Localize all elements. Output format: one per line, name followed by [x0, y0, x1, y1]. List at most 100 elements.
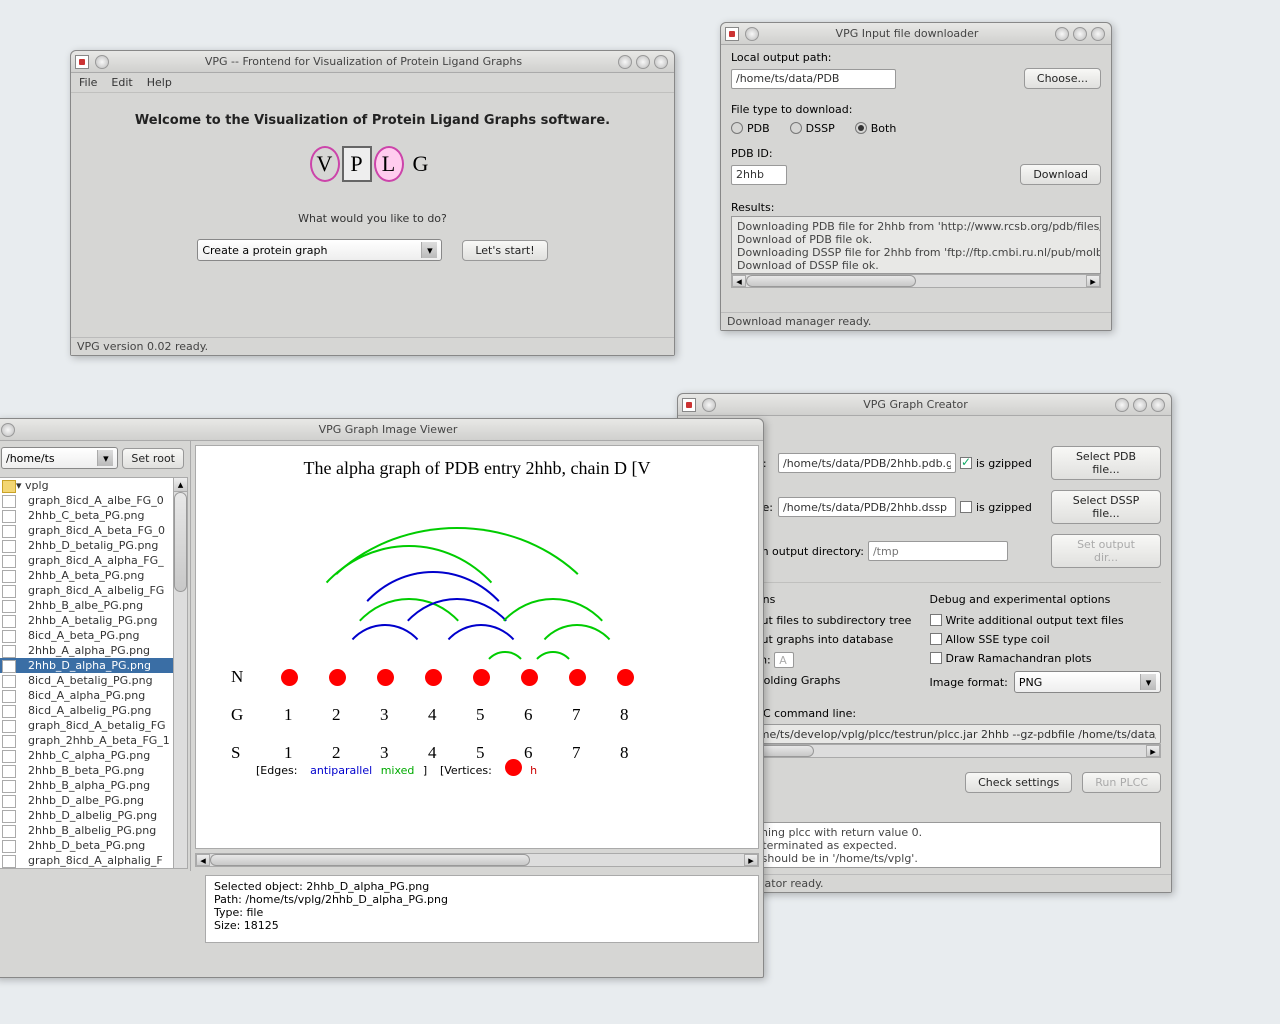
titlebar[interactable]: VPG Graph Image Viewer — [0, 419, 763, 441]
tree-item[interactable]: 2hhb_A_beta_PG.png — [0, 568, 187, 583]
select-dssp-button[interactable]: Select DSSP file... — [1051, 490, 1161, 524]
dssp-input[interactable] — [778, 497, 956, 517]
tree-item[interactable]: 2hhb_B_albelig_PG.png — [0, 823, 187, 838]
tree-item[interactable]: graph_8icd_A_beta_FG_0 — [0, 523, 187, 538]
set-outdir-button[interactable]: Set output dir... — [1051, 534, 1161, 568]
forcechain-input[interactable] — [774, 652, 794, 668]
info-type: Type: file — [214, 906, 750, 919]
canvas-hscroll[interactable]: ◂ ▸ — [195, 853, 759, 867]
results-hscroll[interactable]: ◂ ▸ — [731, 274, 1101, 288]
menu-edit[interactable]: Edit — [111, 76, 132, 89]
scroll-right-icon[interactable]: ▸ — [1086, 275, 1100, 287]
sys-icon[interactable] — [745, 27, 759, 41]
file-tree[interactable]: ▾ vplg graph_8icd_A_albe_FG_02hhb_C_beta… — [0, 477, 188, 869]
titlebar[interactable]: VPG -- Frontend for Visualization of Pro… — [71, 51, 674, 73]
scroll-left-icon[interactable]: ◂ — [732, 275, 746, 287]
java-icon — [725, 27, 739, 41]
close-icon[interactable] — [654, 55, 668, 69]
sys-icon[interactable] — [702, 398, 716, 412]
tree-item[interactable]: 2hhb_D_beta_PG.png — [0, 838, 187, 853]
tree-item[interactable]: graph_8icd_A_alpha_FG_ — [0, 553, 187, 568]
radio-pdb[interactable]: PDB — [731, 122, 770, 135]
welcome-text: Welcome to the Visualization of Protein … — [81, 113, 664, 128]
select-pdb-button[interactable]: Select PDB file... — [1051, 446, 1161, 480]
tree-item[interactable]: graph_8icd_A_albelig_FG — [0, 583, 187, 598]
maximize-icon[interactable] — [636, 55, 650, 69]
java-icon — [682, 398, 696, 412]
start-button[interactable]: Let's start! — [462, 240, 547, 261]
pdbid-input[interactable] — [731, 165, 787, 185]
tree-item[interactable]: 2hhb_B_beta_PG.png — [0, 763, 187, 778]
tree-item[interactable]: 8icd_A_betalig_PG.png — [0, 673, 187, 688]
tree-item[interactable]: graph_2hhb_A_beta_FG_1 — [0, 733, 187, 748]
tree-item[interactable]: 8icd_A_alpha_PG.png — [0, 688, 187, 703]
opt-addltext-checkbox[interactable]: Write additional output text files — [930, 614, 1162, 627]
menubar: File Edit Help — [71, 73, 674, 93]
minimize-icon[interactable] — [618, 55, 632, 69]
axis-number: 4 — [428, 705, 437, 725]
pdb-gzipped-checkbox[interactable]: is gzipped — [960, 457, 1032, 470]
tree-vscroll[interactable]: ▴ — [173, 478, 187, 868]
tree-item[interactable]: 2hhb_A_alpha_PG.png — [0, 643, 187, 658]
info-selected: Selected object: 2hhb_D_alpha_PG.png — [214, 880, 750, 893]
action-select[interactable]: Create a protein graph ▾ — [197, 239, 442, 261]
path-select[interactable]: /home/ts ▾ — [1, 447, 118, 469]
axis-number: 8 — [620, 743, 629, 763]
titlebar[interactable]: VPG Input file downloader — [721, 23, 1111, 45]
pdb-input[interactable] — [778, 453, 956, 473]
maximize-icon[interactable] — [1073, 27, 1087, 41]
opt-ssecoil-checkbox[interactable]: Allow SSE type coil — [930, 633, 1162, 646]
output-path-input[interactable] — [731, 69, 896, 89]
run-plcc-button[interactable]: Run PLCC — [1082, 772, 1161, 793]
chevron-down-icon: ▾ — [421, 242, 437, 258]
minimize-icon[interactable] — [1115, 398, 1129, 412]
menu-file[interactable]: File — [79, 76, 97, 89]
tree-item[interactable]: 2hhb_A_betalig_PG.png — [0, 613, 187, 628]
axis-number: 5 — [476, 705, 485, 725]
output-path-label: Local output path: — [731, 51, 1101, 64]
radio-both[interactable]: Both — [855, 122, 897, 135]
tree-item[interactable]: 2hhb_D_betalig_PG.png — [0, 538, 187, 553]
close-icon[interactable] — [1151, 398, 1165, 412]
window-title: VPG -- Frontend for Visualization of Pro… — [111, 55, 616, 68]
minimize-icon[interactable] — [1055, 27, 1069, 41]
scroll-right-icon[interactable]: ▸ — [1146, 745, 1160, 757]
tree-item[interactable]: graph_8icd_A_alphalig_F — [0, 853, 187, 868]
imgformat-select[interactable]: PNG ▾ — [1014, 671, 1161, 693]
tree-item[interactable]: 2hhb_D_albelig_PG.png — [0, 808, 187, 823]
tree-item[interactable]: 2hhb_B_albe_PG.png — [0, 598, 187, 613]
dssp-gzipped-checkbox[interactable]: is gzipped — [960, 501, 1032, 514]
action-select-value: Create a protein graph — [202, 244, 327, 257]
axis-number: 1 — [284, 705, 293, 725]
scroll-left-icon[interactable]: ◂ — [196, 854, 210, 866]
tree-item[interactable]: 2hhb_C_beta_PG.png — [0, 508, 187, 523]
tree-item[interactable]: 2hhb_C_alpha_PG.png — [0, 748, 187, 763]
menu-help[interactable]: Help — [147, 76, 172, 89]
outdir-input[interactable] — [868, 541, 1008, 561]
setroot-button[interactable]: Set root — [122, 448, 184, 469]
radio-dssp[interactable]: DSSP — [790, 122, 835, 135]
maximize-icon[interactable] — [1133, 398, 1147, 412]
tree-item[interactable]: 2hhb_B_alpha_PG.png — [0, 778, 187, 793]
sys-icon[interactable] — [95, 55, 109, 69]
choose-button[interactable]: Choose... — [1024, 68, 1101, 89]
tree-item[interactable]: 8icd_A_albelig_PG.png — [0, 703, 187, 718]
check-settings-button[interactable]: Check settings — [965, 772, 1072, 793]
tree-item[interactable]: graph_8icd_A_betalig_FG — [0, 718, 187, 733]
chevron-down-icon: ▾ — [1140, 674, 1156, 690]
results-textarea[interactable]: Downloading PDB file for 2hhb from 'http… — [731, 216, 1101, 274]
sys-icon[interactable] — [1, 423, 15, 437]
opt-ramachandran-checkbox[interactable]: Draw Ramachandran plots — [930, 652, 1162, 665]
axis-number: 3 — [380, 743, 389, 763]
download-button[interactable]: Download — [1020, 164, 1101, 185]
scroll-right-icon[interactable]: ▸ — [744, 854, 758, 866]
tree-item[interactable]: graph_8icd_A_albe_FG_0 — [0, 493, 187, 508]
tree-item[interactable]: 2hhb_D_alpha_PG.png — [0, 658, 187, 673]
tree-folder[interactable]: ▾ vplg — [0, 478, 187, 493]
close-icon[interactable] — [1091, 27, 1105, 41]
titlebar[interactable]: VPG Graph Creator — [678, 394, 1171, 416]
axis-number: 3 — [380, 705, 389, 725]
tree-item[interactable]: 8icd_A_beta_PG.png — [0, 628, 187, 643]
legend-antiparallel: antiparallel — [310, 764, 372, 777]
tree-item[interactable]: 2hhb_D_albe_PG.png — [0, 793, 187, 808]
